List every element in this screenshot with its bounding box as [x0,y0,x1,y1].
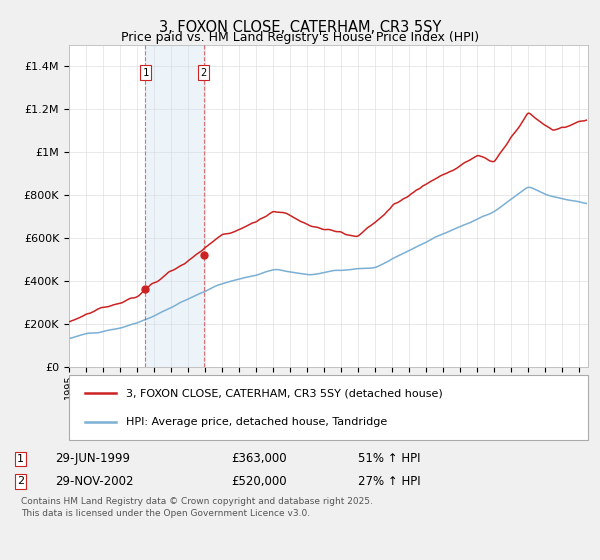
Text: 1: 1 [142,68,149,78]
Text: £520,000: £520,000 [231,475,287,488]
Text: 51% ↑ HPI: 51% ↑ HPI [358,452,420,465]
Text: Contains HM Land Registry data © Crown copyright and database right 2025.
This d: Contains HM Land Registry data © Crown c… [20,497,373,517]
Text: 2: 2 [17,477,24,487]
Text: 2: 2 [200,68,207,78]
Text: 3, FOXON CLOSE, CATERHAM, CR3 5SY: 3, FOXON CLOSE, CATERHAM, CR3 5SY [159,20,441,35]
Text: £363,000: £363,000 [231,452,287,465]
Bar [145,45,203,367]
Text: 29-JUN-1999: 29-JUN-1999 [55,452,130,465]
Text: 3, FOXON CLOSE, CATERHAM, CR3 5SY (detached house): 3, FOXON CLOSE, CATERHAM, CR3 5SY (detac… [126,388,443,398]
Text: 1: 1 [17,454,24,464]
Text: 29-NOV-2002: 29-NOV-2002 [55,475,134,488]
Text: 27% ↑ HPI: 27% ↑ HPI [358,475,420,488]
Text: Price paid vs. HM Land Registry's House Price Index (HPI): Price paid vs. HM Land Registry's House … [121,31,479,44]
FancyBboxPatch shape [69,375,588,440]
Text: HPI: Average price, detached house, Tandridge: HPI: Average price, detached house, Tand… [126,417,388,427]
